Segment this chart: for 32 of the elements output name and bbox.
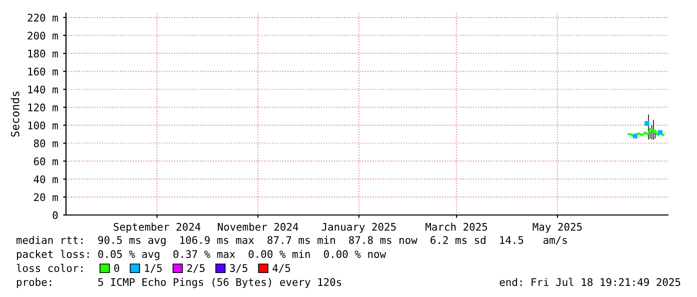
x-tick-label: January 2025	[322, 222, 396, 233]
x-tick-label: May 2025	[532, 222, 582, 233]
text: end: Fri Jul 18 19:21:49 2025	[500, 278, 680, 286]
legend-label: 4/5	[272, 264, 290, 273]
y-tick-label: 20 m	[34, 193, 58, 202]
point	[632, 134, 638, 138]
y-tick-label: 80 m	[34, 139, 58, 148]
x-tick-label: September 2024	[114, 222, 200, 233]
y-tick-label: 160 m	[28, 68, 58, 76]
x-tick-label: March 2025	[426, 222, 488, 231]
legend-label: 2/5	[187, 264, 205, 273]
legend-label: 0	[114, 264, 120, 272]
y-axis-title: Seconds	[10, 92, 20, 137]
text: probe: 5 ICMP Echo Pings (56 Bytes) every 120s	[16, 278, 342, 288]
y-tick-label: 40 m	[34, 175, 58, 184]
y-tick-label: 60 m	[34, 157, 58, 166]
y-tick-label: 200 m	[28, 32, 58, 40]
y-tick-label: 100 m	[28, 121, 58, 130]
y-tick-label: 180 m	[28, 50, 58, 58]
legend-title: loss color:	[16, 264, 82, 272]
x-tick-label: November 2024	[218, 222, 298, 231]
y-tick-label: 0	[52, 211, 58, 220]
y-tick-label: 220 m	[28, 14, 58, 22]
text: packet loss: 0.05 % avg 0.37 % max 0.00 % min 0.00 % now	[16, 250, 386, 260]
y-tick-label: 120 m	[28, 104, 58, 112]
line-series	[628, 128, 664, 138]
text: median rtt: 90.5 ms avg 106.9 ms max 87.7 ms min 87.8 ms now 6.2 ms sd 14.5 am/s	[16, 236, 567, 246]
point	[644, 121, 650, 126]
y-tick-label: 140 m	[28, 86, 58, 94]
legend-label: 1/5	[145, 264, 162, 273]
point	[658, 130, 662, 135]
legend-label: 3/5	[230, 264, 248, 273]
